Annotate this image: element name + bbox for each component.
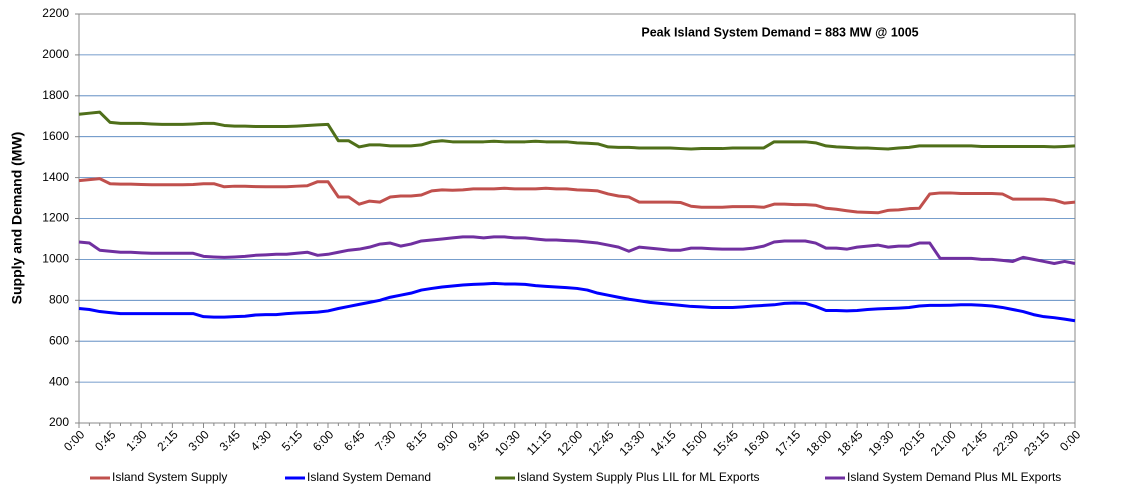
x-tick-label: 18:45 xyxy=(834,427,865,458)
x-tick-label: 10:30 xyxy=(492,427,523,458)
legend-label: Island System Demand Plus ML Exports xyxy=(847,470,1061,484)
x-tick-label: 15:45 xyxy=(710,427,741,458)
x-tick-label: 12:45 xyxy=(585,427,616,458)
series-line xyxy=(78,177,1076,215)
x-tick-label: 13:30 xyxy=(616,427,647,458)
y-tick-label: 600 xyxy=(49,333,69,347)
x-tick-label: 5:15 xyxy=(279,427,306,454)
y-tick-label: 800 xyxy=(49,292,69,306)
x-tick-label: 22:30 xyxy=(990,427,1021,458)
x-tick-label: 18:00 xyxy=(803,427,834,458)
y-tick-label: 1800 xyxy=(42,88,69,102)
y-tick-label: 2200 xyxy=(42,6,69,20)
y-tick-label: 2000 xyxy=(42,47,69,61)
x-tick-label: 21:00 xyxy=(928,427,959,458)
x-tick-label: 19:30 xyxy=(865,427,896,458)
x-tick-label: 0:00 xyxy=(61,427,88,454)
x-tick-label: 3:00 xyxy=(185,427,212,454)
x-tick-label: 16:30 xyxy=(741,427,772,458)
x-tick-label: 9:00 xyxy=(434,427,461,454)
y-tick-label: 400 xyxy=(49,374,69,388)
x-tick-label: 9:45 xyxy=(466,427,493,454)
x-tick-label: 17:15 xyxy=(772,427,803,458)
series-line xyxy=(78,235,1076,265)
y-tick-label: 200 xyxy=(49,415,69,429)
legend-label: Island System Demand xyxy=(307,470,431,484)
y-tick-label: 1400 xyxy=(42,170,69,184)
x-tick-label: 20:15 xyxy=(897,427,928,458)
x-tick-label: 4:30 xyxy=(248,427,275,454)
x-tick-label: 7:30 xyxy=(372,427,399,454)
x-tick-label: 1:30 xyxy=(123,427,150,454)
legend-label: Island System Supply xyxy=(112,470,227,484)
y-tick-label: 1200 xyxy=(42,211,69,225)
x-tick-label: 2:15 xyxy=(154,427,181,454)
x-tick-label: 21:45 xyxy=(959,427,990,458)
annotation: Peak Island System Demand = 883 MW @ 100… xyxy=(641,25,918,39)
x-tick-label: 14:15 xyxy=(648,427,679,458)
x-tick-label: 0:00 xyxy=(1057,427,1084,454)
x-tick-label: 15:00 xyxy=(679,427,710,458)
x-tick-label: 11:15 xyxy=(524,427,555,458)
x-tick-label: 12:00 xyxy=(554,427,585,458)
series-line xyxy=(78,110,1076,151)
x-tick-label: 8:15 xyxy=(403,427,430,454)
y-tick-label: 1000 xyxy=(42,252,69,266)
series-line xyxy=(78,281,1076,323)
x-tick-label: 23:15 xyxy=(1021,427,1052,458)
legend-label: Island System Supply Plus LIL for ML Exp… xyxy=(517,470,760,484)
x-tick-label: 6:45 xyxy=(341,427,368,454)
x-tick-label: 6:00 xyxy=(310,427,337,454)
y-tick-label: 1600 xyxy=(42,129,69,143)
x-tick-label: 0:45 xyxy=(92,427,119,454)
x-tick-label: 3:45 xyxy=(217,427,244,454)
y-axis-label: Supply and Demand (MW) xyxy=(9,132,25,305)
